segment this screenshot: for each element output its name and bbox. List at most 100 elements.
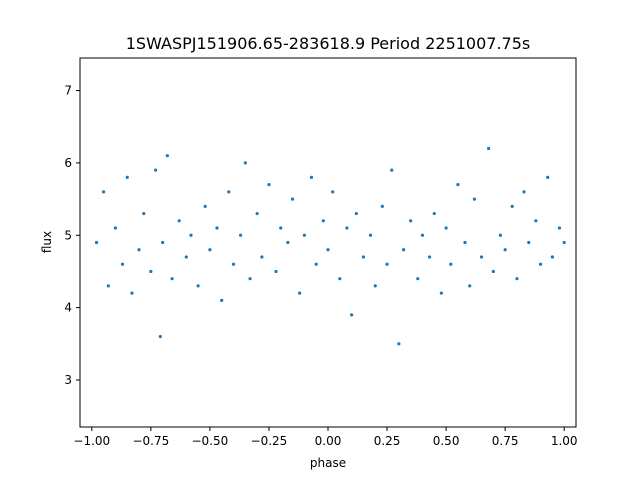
plot-area (80, 58, 576, 427)
y-axis-label: flux (40, 231, 54, 253)
data-point (203, 204, 207, 208)
data-point (130, 291, 134, 295)
data-point (439, 291, 443, 295)
data-point (243, 161, 247, 165)
data-point (361, 255, 366, 259)
data-point (331, 190, 335, 194)
scatter-points (94, 146, 566, 346)
data-point (184, 255, 188, 259)
data-point (286, 240, 290, 245)
data-point (409, 219, 413, 223)
data-point (149, 269, 153, 274)
data-point (142, 211, 146, 216)
data-point (215, 226, 219, 230)
data-point (196, 284, 200, 288)
data-point (420, 233, 425, 237)
chart-title: 1SWASPJ151906.65-283618.9 Period 2251007… (126, 34, 531, 53)
data-point (546, 175, 550, 179)
data-point (227, 190, 231, 194)
data-point (267, 183, 271, 187)
x-tick-label: −0.25 (251, 434, 288, 448)
data-point (538, 262, 543, 266)
data-point (390, 168, 394, 172)
data-point (120, 262, 125, 266)
data-point (290, 197, 295, 201)
data-point (503, 248, 507, 252)
data-point (522, 190, 526, 194)
x-tick-label: −1.00 (73, 434, 110, 448)
data-point (106, 284, 110, 288)
data-point (468, 284, 472, 288)
y-tick-label: 7 (64, 84, 72, 98)
data-point (498, 233, 503, 237)
data-point (510, 204, 514, 208)
data-point (350, 313, 354, 317)
data-point (248, 277, 252, 281)
data-point (302, 233, 306, 237)
data-point (416, 277, 420, 281)
data-point (479, 255, 484, 259)
x-tick-label: 0.50 (433, 434, 460, 448)
data-point (401, 248, 406, 252)
data-point (231, 262, 236, 266)
data-point (527, 240, 531, 245)
x-tick-label: 0.75 (492, 434, 519, 448)
data-point (550, 255, 554, 259)
data-point (274, 269, 278, 274)
data-point (158, 334, 162, 339)
data-point (260, 255, 264, 259)
data-point (354, 211, 358, 216)
data-point (338, 277, 342, 281)
data-point (170, 277, 174, 281)
data-point (208, 248, 212, 252)
data-point (449, 262, 453, 266)
y-tick-label: 6 (64, 156, 72, 170)
data-point (562, 240, 566, 245)
data-point (165, 154, 169, 158)
data-point (326, 248, 330, 252)
data-point (153, 168, 158, 172)
data-point (427, 255, 432, 259)
data-point (189, 233, 193, 237)
data-point (345, 226, 349, 230)
x-tick-label: 1.00 (551, 434, 578, 448)
data-point (444, 226, 448, 230)
x-tick-label: 0.00 (315, 434, 342, 448)
x-tick-label: −0.50 (192, 434, 229, 448)
data-point (456, 183, 460, 187)
y-tick-label: 5 (64, 228, 72, 242)
x-tick-label: 0.25 (374, 434, 401, 448)
data-point (255, 211, 259, 216)
x-axis: −1.00 −0.75 −0.50 −0.25 0.00 0.25 0.50 0.75 1.00 (73, 427, 578, 448)
data-point (279, 226, 283, 230)
data-point (368, 233, 373, 237)
data-point (534, 219, 538, 223)
data-point (102, 190, 106, 194)
data-point (125, 175, 129, 179)
data-point (557, 226, 562, 230)
data-point (113, 226, 118, 230)
data-point (397, 342, 401, 346)
data-point (161, 240, 165, 245)
data-point (298, 291, 302, 295)
data-point (220, 298, 224, 302)
data-point (472, 197, 477, 201)
y-axis: 3 4 5 6 7 (64, 84, 80, 387)
data-point (380, 204, 384, 208)
data-point (177, 219, 181, 223)
data-point (491, 269, 495, 274)
y-tick-label: 3 (64, 373, 72, 387)
x-axis-label: phase (310, 456, 346, 470)
data-point (314, 262, 318, 266)
data-point (385, 262, 389, 266)
data-point (487, 146, 491, 151)
x-tick-label: −0.75 (132, 434, 169, 448)
data-point (373, 284, 377, 288)
data-point (515, 277, 519, 281)
data-point (309, 175, 314, 179)
data-point (137, 248, 141, 252)
data-point (321, 219, 325, 223)
data-point (463, 240, 467, 245)
data-point (94, 240, 99, 245)
